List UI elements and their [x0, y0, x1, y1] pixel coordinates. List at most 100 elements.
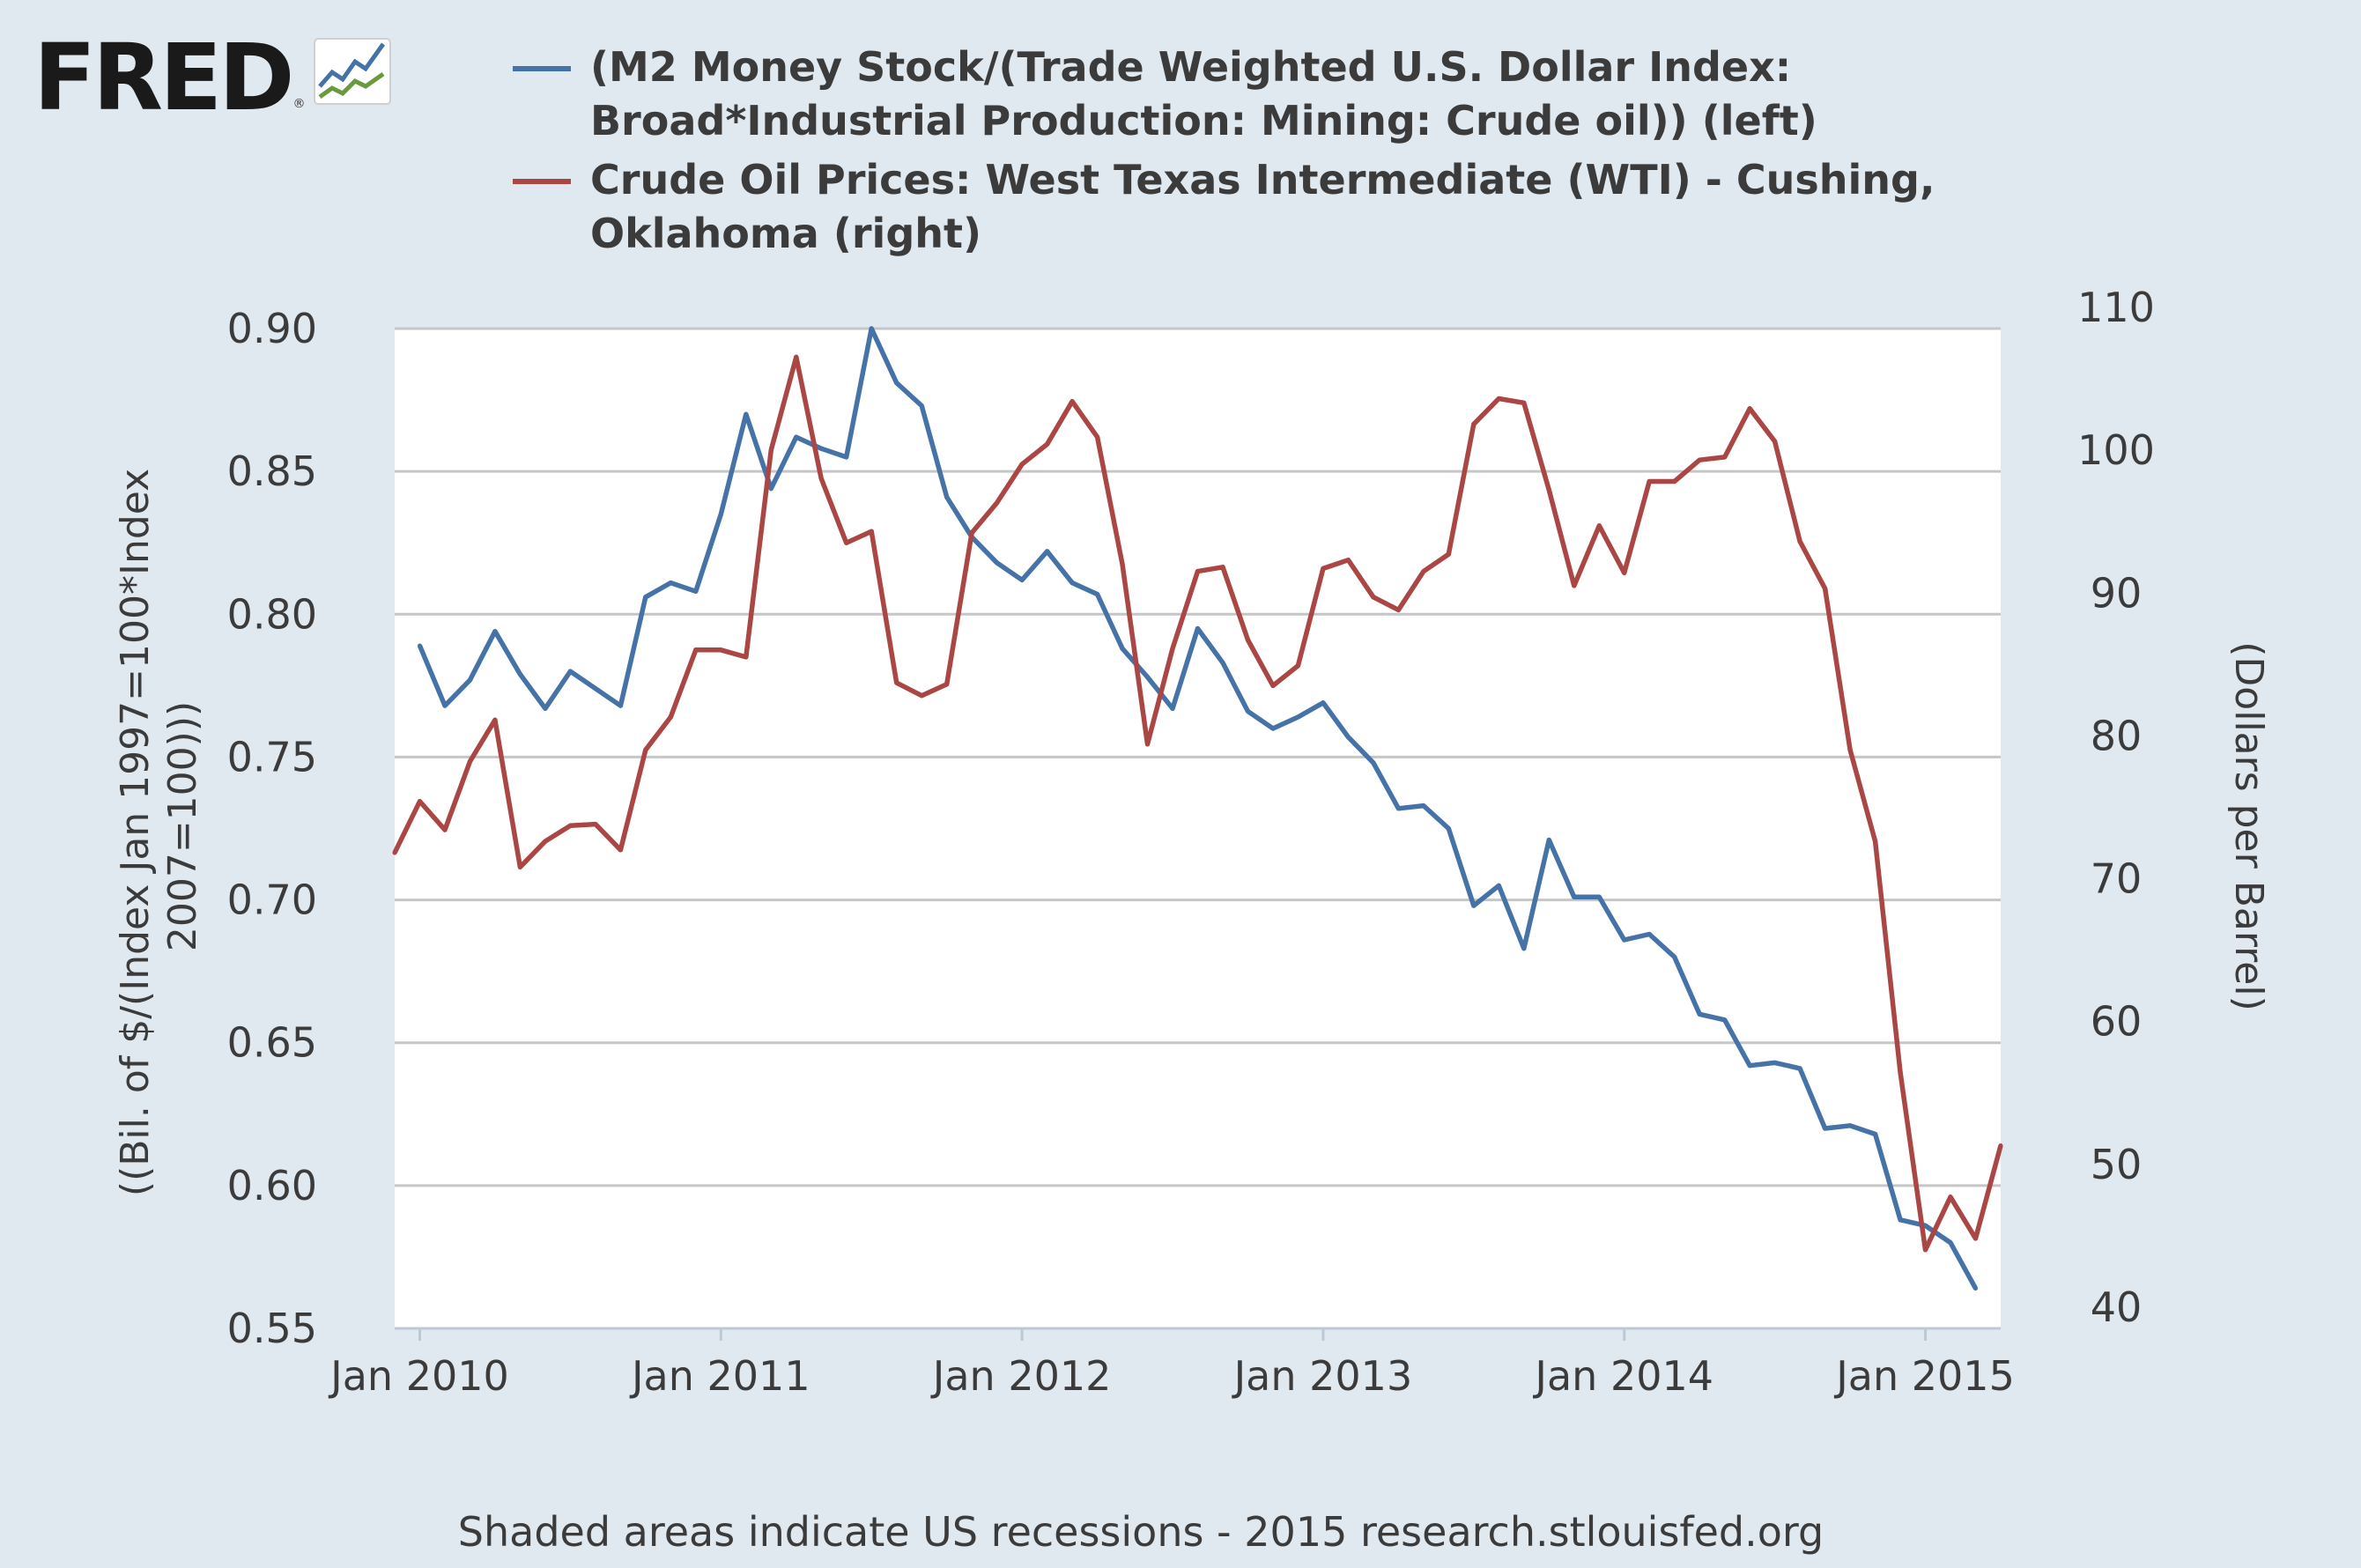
data-point-wti — [894, 680, 899, 685]
data-point-wti — [794, 354, 799, 359]
data-point-m2 — [468, 677, 472, 683]
data-point-m2 — [1195, 626, 1200, 631]
data-point-m2 — [1095, 592, 1100, 597]
data-point-wti — [995, 500, 1000, 506]
data-point-m2 — [1321, 700, 1326, 706]
data-point-wti — [1145, 742, 1150, 747]
data-point-wti — [1496, 396, 1501, 401]
data-point-wti — [1220, 565, 1225, 570]
data-point-wti — [1045, 441, 1050, 447]
data-point-m2 — [1622, 937, 1627, 943]
data-point-wti — [1773, 439, 1778, 444]
data-point-wti — [1596, 523, 1602, 529]
plot-area — [395, 329, 2001, 1328]
data-point-m2 — [1873, 1132, 1878, 1136]
data-point-m2 — [1546, 838, 1551, 842]
x-tick-label: Jan 2011 — [629, 1352, 810, 1400]
y-left-tick-label: 0.70 — [227, 876, 317, 924]
fred-logo[interactable]: FRED ® — [33, 32, 392, 123]
data-point-wti — [1873, 839, 1878, 844]
data-point-m2 — [517, 671, 522, 677]
data-point-wti — [543, 839, 548, 844]
y-right-tick-label: 40 — [2091, 1283, 2143, 1331]
y-right-tick-label: 80 — [2091, 712, 2143, 759]
data-point-wti — [1898, 1070, 1903, 1076]
data-point-m2 — [1120, 646, 1125, 651]
data-point-m2 — [794, 434, 799, 440]
x-tick-label: Jan 2010 — [328, 1352, 509, 1400]
data-point-wti — [1246, 638, 1250, 642]
data-point-m2 — [418, 643, 422, 648]
data-point-m2 — [1170, 706, 1175, 711]
data-point-m2 — [1722, 1017, 1728, 1023]
legend-swatch-m2 — [513, 66, 571, 71]
data-point-m2 — [944, 494, 950, 499]
data-point-m2 — [1697, 1011, 1702, 1017]
data-point-wti — [1170, 646, 1175, 651]
data-point-wti — [1446, 551, 1451, 557]
data-point-wti — [818, 476, 824, 481]
data-point-m2 — [995, 560, 1000, 566]
legend-item-m2[interactable]: (M2 Money Stock/(Trade Weighted U.S. Dol… — [511, 41, 2132, 148]
data-point-wti — [1521, 400, 1527, 405]
data-point-wti — [1747, 406, 1752, 411]
data-point-m2 — [1045, 549, 1050, 554]
data-point-wti — [944, 682, 950, 687]
fred-chart-icon — [313, 38, 391, 105]
data-point-m2 — [1446, 826, 1451, 831]
data-point-m2 — [869, 326, 874, 331]
data-point-wti — [1923, 1247, 1928, 1253]
series-layer — [392, 326, 2003, 1291]
data-point-wti — [468, 758, 472, 764]
data-point-wti — [392, 850, 397, 855]
data-point-wti — [744, 655, 749, 660]
data-point-m2 — [1246, 709, 1250, 714]
data-point-m2 — [1797, 1066, 1802, 1071]
data-point-m2 — [1069, 581, 1075, 586]
data-point-m2 — [1973, 1286, 1978, 1291]
data-point-wti — [1697, 457, 1702, 462]
data-point-m2 — [894, 381, 899, 386]
legend-item-wti[interactable]: Crude Oil Prices: West Texas Intermediat… — [511, 153, 2132, 261]
data-point-m2 — [1345, 735, 1351, 740]
data-point-m2 — [442, 703, 448, 708]
data-point-wti — [1421, 569, 1426, 574]
data-point-wti — [1672, 479, 1677, 484]
data-point-m2 — [1898, 1217, 1903, 1223]
data-point-wti — [1270, 683, 1276, 688]
legend-label-m2: (M2 Money Stock/(Trade Weighted U.S. Dol… — [590, 43, 1817, 144]
y-right-tick-label: 70 — [2091, 855, 2143, 903]
data-point-wti — [1295, 663, 1300, 669]
y-axis-left-title-line1: ((Bil. of $/(Index Jan 1997=100*Index — [113, 469, 158, 1196]
y-axis-right-title: (Dollars per Barrel) — [2226, 641, 2271, 1011]
data-point-wti — [1120, 562, 1125, 566]
data-point-m2 — [1421, 803, 1426, 809]
data-point-m2 — [1596, 894, 1602, 899]
data-point-wti — [1572, 583, 1577, 588]
y-left-tick-label: 0.80 — [227, 590, 317, 638]
data-point-wti — [593, 822, 598, 827]
y-left-tick-label: 0.60 — [227, 1162, 317, 1209]
data-point-wti — [1069, 399, 1075, 404]
data-point-wti — [1998, 1143, 2003, 1148]
data-point-wti — [1722, 455, 1728, 460]
data-point-m2 — [1145, 675, 1150, 680]
gridlines — [395, 327, 2001, 1187]
data-point-m2 — [919, 403, 924, 409]
data-point-m2 — [543, 706, 548, 711]
data-point-m2 — [668, 581, 673, 586]
data-point-m2 — [1773, 1060, 1778, 1065]
data-point-m2 — [1395, 806, 1401, 811]
x-axis: Jan 2010 Jan 2011 Jan 2012 Jan 2013 Jan 2014… — [328, 1327, 2015, 1400]
data-point-wti — [1647, 479, 1652, 484]
data-point-wti — [1019, 462, 1025, 467]
y-left-tick-label: 0.65 — [227, 1019, 317, 1067]
data-point-wti — [1345, 558, 1351, 563]
data-point-wti — [1797, 539, 1802, 544]
y-right-tick-label: 60 — [2091, 998, 2143, 1046]
data-point-wti — [1095, 434, 1100, 440]
data-point-m2 — [818, 446, 824, 451]
data-point-wti — [1395, 607, 1401, 612]
data-point-m2 — [768, 486, 773, 492]
data-point-wti — [919, 693, 924, 699]
